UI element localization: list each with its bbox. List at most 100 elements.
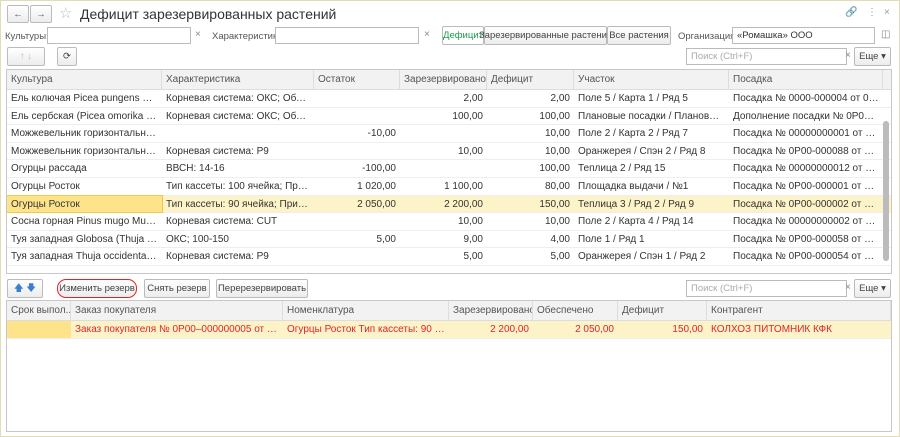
mode-all[interactable]: Все растения [607,26,671,45]
table-row[interactable]: Можжевельник горизонтальный Jun... -10,00… [7,125,891,143]
table-row[interactable]: Ель колючая Picea pungens Hoopsii Корнева… [7,90,891,108]
table-cell: Огурцы Росток [11,180,80,192]
table-cell: 10,00 [544,128,570,140]
column-header[interactable]: Контрагент [707,301,891,320]
table-row[interactable]: Заказ покупателя № 0Р00–000000005 от 27.… [7,321,891,339]
table-cell: 10,00 [457,216,483,228]
table-cell: 5,00 [550,251,570,263]
table-cell [314,248,400,265]
table-cell: -100,00 [362,163,396,175]
remove-reserve-button[interactable]: Снять резерв [144,279,210,298]
chars-clear-icon[interactable]: × [424,29,430,40]
table-cell: Корневая система: Р9 [166,145,269,157]
table-cell: Посадка № 0Р00-000058 от 04.04.2... [733,233,883,245]
table-row[interactable]: Туя западная Thuja occidentalis Gol... Ко… [7,248,891,266]
table-cell: Заказ покупателя № 0Р00–000000005 от 27.… [75,324,283,335]
menu-icon[interactable]: ⋮ [867,7,877,18]
search-placeholder: Поиск (Ctrl+F) [691,51,753,62]
table-cell: Корневая система: Р9 [166,251,269,263]
column-header[interactable]: Заказ покупателя [71,301,283,320]
column-header[interactable]: Культура [7,70,162,89]
move-up-button[interactable]: ↑ ↓ [7,47,45,66]
refresh-button[interactable]: ⟳ [57,47,77,66]
table-header: Культура Характеристика Остаток Зарезервиро… [7,70,891,90]
table-cell: Туя западная Globosa (Thuja occide... [11,233,162,245]
table-cell: Дополнение посадки № 0Р00-00009... [733,110,883,122]
move-buttons[interactable]: 🡅 🡇 [7,279,43,298]
org-open-icon[interactable]: ◫ [881,29,891,40]
table-row[interactable]: Огурцы Росток Тип кассеты: 90 ячейка; При… [7,194,891,214]
column-header[interactable]: Дефицит [487,70,574,89]
table-cell: 2 050,00 [575,324,614,335]
table-cell: Тип кассеты: 100 ячейка; Прививка:... [166,180,314,192]
table-cell: 1 100,00 [444,180,483,192]
table-cell: Плановые посадки / Плановые поса... [578,110,729,122]
cultures-input[interactable] [47,27,191,44]
orders-more-button[interactable]: Еще ▾ [854,279,891,298]
mode-reserved[interactable]: Зарезервированные растения [479,26,612,45]
table-row[interactable]: Можжевельник горизонтальный Jun... Корнев… [7,143,891,161]
table-cell: ВВСН: 14-16 [166,163,225,175]
column-header[interactable]: Срок выпол... [7,301,71,320]
table-cell: Корневая система: ОКС; Обхват ст... [166,93,314,104]
search-input[interactable]: Поиск (Ctrl+F) [686,48,847,65]
table-cell: Огурцы Росток [7,194,163,214]
table-cell: Поле 5 / Карта 1 / Ряд 5 [578,93,688,104]
table-cell: Посадка № 0Р00-000001 от 28.01.2... [733,180,883,192]
table-cell: Посадка № 0Р00-000054 от 08.05.2... [733,251,883,263]
search-clear-icon[interactable]: × [845,50,851,61]
table-row[interactable]: Огурцы Росток Тип кассеты: 100 ячейка; Пр… [7,178,891,196]
star-icon[interactable]: ☆ [59,5,73,22]
more-label: Еще [859,51,879,62]
forward-button[interactable]: → [30,5,52,23]
scrollbar[interactable] [883,121,889,261]
column-header[interactable]: Характеристика [162,70,314,89]
table-row[interactable]: Сосна горная Pinus mugo Mughus Корневая с… [7,213,891,231]
column-header[interactable]: Участок [574,70,729,89]
table-cell: 9,00 [463,233,483,245]
table-cell: Оранжерея / Спэн 2 / Ряд 8 [578,145,706,157]
table-row[interactable]: Огурцы рассада ВВСН: 14-16 -100,00 100,00 Те… [7,160,891,178]
table-cell: 2,00 [550,93,570,104]
table-cell: 2 050,00 [357,198,396,210]
table-cell: 80,00 [544,180,570,192]
table-cell: 2 200,00 [444,198,483,210]
orders-search-placeholder: Поиск (Ctrl+F) [691,283,753,294]
close-icon[interactable]: × [884,7,890,18]
table-row[interactable]: Ель сербская (Picea omorika Karel) Корнев… [7,108,891,126]
back-button[interactable]: ← [7,5,29,23]
table-cell: Корневая система: ОКС; Обхват ст... [166,110,314,122]
page-title: Дефицит зарезервированных растений [80,6,337,22]
table-cell: Тип кассеты: 90 ячейка; Прививка: ... [166,198,314,210]
column-header[interactable]: Посадка [729,70,883,89]
orders-search-input[interactable]: Поиск (Ctrl+F) [686,280,847,297]
column-header[interactable]: Остаток [314,70,400,89]
link-icon[interactable]: 🔗 [845,7,858,18]
mode-deficit[interactable]: Дефицит [442,26,484,45]
table-cell: 2 200,00 [490,324,529,335]
table-cell [314,213,400,230]
chars-input[interactable] [275,27,419,44]
table-cell: Оранжерея / Спэн 1 / Ряд 2 [578,251,706,263]
more-button[interactable]: Еще ▾ [854,47,891,66]
column-header[interactable]: Обеспечено [533,301,618,320]
cultures-clear-icon[interactable]: × [195,29,201,40]
column-header[interactable]: Дефицит [618,301,707,320]
table-cell: КОЛХОЗ ПИТОМНИК КФК [711,324,832,335]
table-cell: 100,00 [539,163,570,175]
table-cell: Площадка выдачи / №1 [578,180,689,192]
table-cell: 10,00 [544,216,570,228]
table-cell: 5,00 [463,251,483,263]
column-header[interactable]: Номенклатура [283,301,449,320]
column-header[interactable]: Зарезервировано [449,301,533,320]
orders-table: Срок выпол... Заказ покупателя Номенклатур… [6,300,892,432]
table-row[interactable]: Туя западная Globosa (Thuja occide... ОКС… [7,231,891,249]
column-header[interactable]: Зарезервировано [400,70,487,89]
table-cell: 2,00 [463,93,483,104]
table-cell: 1 020,00 [357,180,396,192]
change-reserve-button[interactable]: Изменить резерв [57,279,137,298]
table-cell [314,90,400,107]
rereserve-button[interactable]: Перерезервировать [216,279,308,298]
org-select[interactable]: «Ромашка» ООО [732,27,875,44]
orders-search-clear-icon[interactable]: × [845,282,851,293]
